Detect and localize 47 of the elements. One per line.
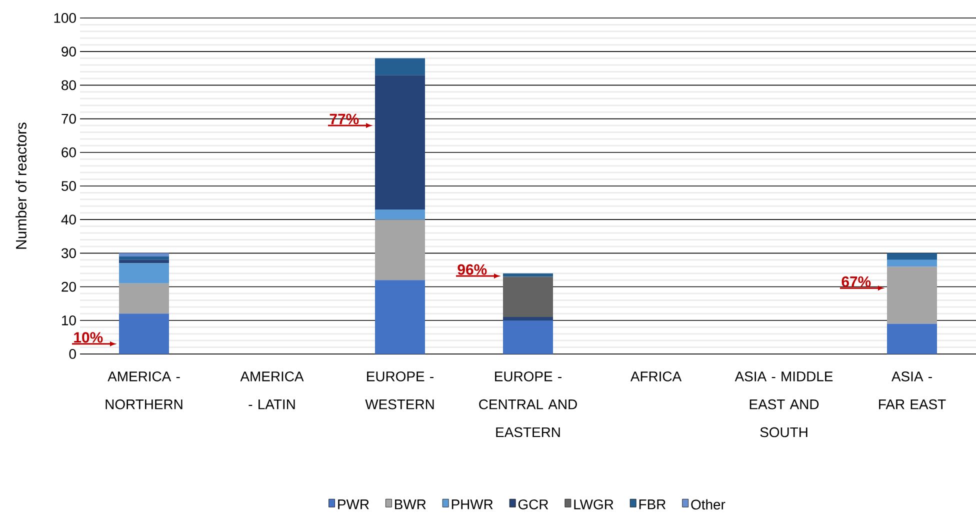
bar (887, 266, 938, 324)
x-tick-label: AFRICA (630, 371, 682, 382)
annotation: 67% (842, 276, 871, 287)
bar (375, 58, 426, 76)
y-tick-label: 90 (62, 46, 76, 57)
bar (887, 260, 938, 267)
bar (375, 75, 426, 210)
bar (119, 260, 170, 264)
bar (887, 324, 938, 354)
legend-label: BWR (395, 500, 426, 510)
bar (119, 263, 170, 284)
category-label: EUROPE - WESTERN (365, 371, 434, 410)
category-label: AMERICA - NORTHERN (106, 371, 182, 410)
category-label: AMERICA - LATIN (240, 371, 304, 410)
bar (503, 276, 554, 318)
y-tick-label: 70 (62, 114, 76, 124)
legend-label: Other (691, 499, 726, 510)
bar (119, 314, 170, 354)
legend-label: LWGR (574, 499, 614, 510)
bar (503, 320, 554, 354)
bar (119, 253, 170, 257)
y-tick-label: 100 (54, 13, 76, 23)
y-tick-label: 0 (69, 349, 76, 359)
annotation: 96% (458, 264, 487, 275)
legend-label: GCR (518, 499, 548, 510)
bar (503, 317, 554, 320)
category-label: ASIA - FAR EAST (879, 371, 946, 410)
legend-label: PWR (338, 500, 369, 510)
legend-label: FBR (639, 500, 666, 510)
y-axis-title: Number of reactors (16, 122, 26, 249)
y-tick-label: 30 (62, 248, 76, 258)
y-tick-label: 60 (62, 147, 76, 158)
category-label: EUROPE - CENTRAL AND EASTERN (479, 371, 577, 438)
y-tick-label: 50 (62, 181, 76, 191)
y-tick-label: 40 (61, 214, 76, 225)
legend-label: PHWR (452, 500, 493, 510)
y-tick-label: 20 (62, 282, 76, 292)
y-tick-label: 10 (62, 315, 76, 326)
annotation: 10% (74, 332, 103, 343)
y-tick-label: 80 (62, 80, 76, 90)
bar (375, 220, 426, 280)
bar (119, 283, 170, 314)
bar (887, 253, 938, 260)
bar (119, 256, 170, 260)
bar (375, 280, 426, 354)
category-label: ASIA - MIDDLE EAST AND SOUTH (734, 371, 833, 438)
bar (375, 210, 426, 220)
